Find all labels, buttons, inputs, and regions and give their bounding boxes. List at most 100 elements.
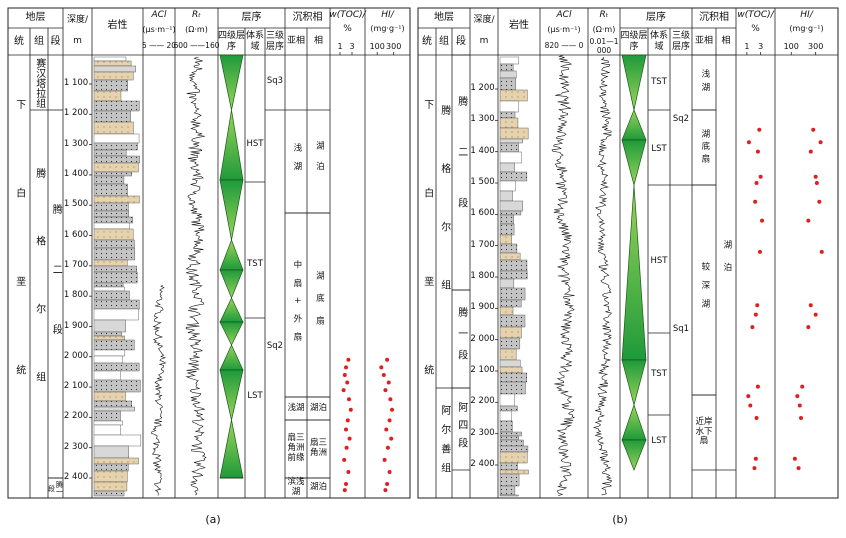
lithology-bed: [93, 355, 123, 364]
subfacies-label: 较深湖: [699, 262, 710, 318]
member-label: 腾二段: [455, 96, 467, 249]
header-subfacies: 亚相: [694, 36, 713, 47]
lithology-bed: [93, 420, 123, 426]
toc-tick-label: 3: [349, 41, 355, 51]
lithology-bed: [93, 370, 121, 381]
lithology-bed: [499, 259, 528, 272]
subfacies-label: 浅湖: [291, 143, 302, 180]
toc-sample: [757, 249, 762, 254]
third-order-sequence: Sq1: [672, 324, 690, 335]
header-member: 段: [50, 35, 61, 47]
hi-sample: [817, 199, 822, 204]
lithology-bed: [93, 247, 136, 261]
lithology-bed: [93, 142, 138, 151]
lithology-bed: [499, 445, 529, 453]
toc-sample: [753, 456, 758, 461]
header-member: 段: [456, 35, 466, 47]
lithology-bed: [93, 490, 125, 497]
hi-sample: [813, 312, 818, 317]
third-order-sequence: Sq2: [672, 114, 690, 125]
header-ac-unit: (μs·m⁻¹): [142, 25, 176, 35]
lithology-bed: [93, 265, 137, 273]
subfacies-label: 浅湖: [699, 68, 710, 97]
lithology-bed: [93, 79, 128, 92]
lithology-bed: [93, 339, 135, 351]
header-rt-unit: (Ω·m): [592, 25, 616, 35]
hi-sample: [387, 469, 392, 474]
facies-label: 湖泊: [314, 140, 325, 183]
hi-sample: [389, 436, 394, 441]
header-toc-unit: %: [343, 23, 352, 34]
lithology-bed: [93, 410, 121, 422]
sequence-triangle: [219, 269, 244, 299]
toc-sample: [348, 407, 353, 412]
subfacies-label: 扇三角洲前缘: [287, 433, 305, 463]
depth-tick-label: 1 800: [470, 271, 495, 282]
header-facies: 沉积相: [292, 12, 323, 24]
lithology-bed: [499, 210, 522, 216]
header-lithology: 岩性: [107, 19, 128, 31]
header-ac-scale: 5 —— 20: [141, 41, 177, 51]
lithology-bed: [93, 362, 140, 372]
lithology-bed: [93, 282, 124, 288]
lithology-bed: [499, 431, 522, 437]
header-ac-scale: 820 —— 0: [544, 41, 584, 51]
header-system: 统: [422, 35, 432, 47]
sequence-triangle: [219, 369, 244, 421]
toc-sample: [754, 181, 759, 185]
lithology-bed: [93, 183, 128, 197]
lithology-bed: [499, 243, 518, 254]
lithology-bed: [93, 155, 140, 164]
hi-sample: [799, 416, 803, 420]
lithology-bed: [93, 90, 122, 102]
sequence-triangle: [621, 403, 647, 441]
lithology-bed: [93, 335, 125, 341]
toc-sample: [755, 149, 760, 154]
subfacies-label: 浅湖: [287, 402, 305, 413]
lithology-bed: [499, 314, 526, 328]
systems-tract: LST: [651, 144, 667, 155]
hi-sample: [806, 325, 811, 330]
hi-sample: [379, 365, 384, 370]
header-tract: 体系域: [649, 31, 668, 52]
hi-tick-label: 300: [808, 41, 824, 51]
toc-sample: [341, 388, 346, 393]
systems-tract: TST: [651, 77, 667, 88]
lithology-bed: [499, 359, 521, 368]
lithology-bed: [93, 299, 140, 310]
depth-tick-label: 1 700: [470, 239, 495, 250]
sequence-triangle: [621, 184, 647, 361]
lithology-bed: [499, 410, 513, 422]
sequence-triangle: [621, 359, 647, 407]
header-rt-scale: 0.01—1 000: [589, 36, 619, 55]
toc-sample: [753, 199, 758, 204]
toc-sample: [758, 174, 763, 179]
subfacies-label: 湖底扇: [699, 128, 710, 167]
header-toc: w(TOC)/: [329, 9, 366, 20]
header-facies-col: 相: [313, 36, 323, 47]
sequence-triangle: [219, 179, 244, 241]
lithology-bed: [93, 60, 132, 67]
depth-tick-label: 1 100: [63, 78, 89, 89]
lithology-bed: [499, 111, 516, 119]
lithology-bed: [499, 200, 524, 212]
header-tract: 体系域: [245, 31, 264, 52]
sequence-triangle: [219, 419, 244, 479]
lithology-bed: [499, 138, 523, 144]
lithology-bed: [499, 234, 512, 245]
hi-sample: [386, 380, 391, 385]
header-rt: Rₜ: [599, 9, 609, 20]
lithology-bed: [93, 110, 131, 123]
depth-tick-label: 1 500: [470, 177, 495, 188]
header-strata: 地层: [25, 12, 46, 24]
toc-sample: [346, 469, 351, 474]
formation-label: 腾格尔组: [438, 104, 450, 339]
header-fourth: 四级层序: [218, 31, 246, 52]
toc-sample: [746, 394, 751, 399]
sequence-triangle: [219, 344, 244, 371]
toc-sample: [344, 482, 348, 487]
toc-sample: [750, 325, 755, 330]
hi-sample: [381, 372, 386, 377]
sequence-triangle: [219, 297, 244, 323]
sequence-triangle: [621, 54, 647, 111]
